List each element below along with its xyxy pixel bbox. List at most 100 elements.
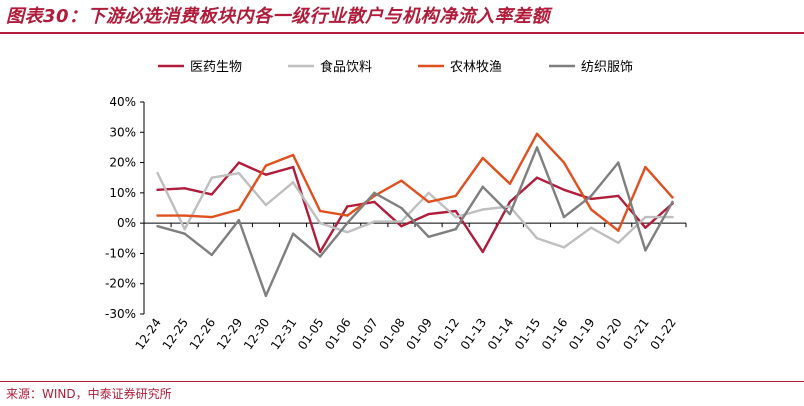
- data-point: [318, 250, 322, 254]
- data-point: [373, 200, 376, 204]
- data-point: [237, 161, 241, 164]
- data-point: [183, 228, 186, 231]
- data-point: [237, 218, 241, 222]
- legend-label: 纺织服饰: [581, 60, 633, 75]
- x-tick-label: 01-16: [539, 316, 570, 353]
- data-point: [644, 165, 647, 169]
- y-tick-label: 40%: [109, 95, 136, 109]
- x-tick-label: 01-05: [295, 316, 326, 353]
- x-tick-label: 01-07: [349, 316, 380, 353]
- x-tick-label: 12-30: [241, 316, 272, 353]
- y-tick-label: -10%: [105, 246, 136, 260]
- data-point: [562, 215, 566, 219]
- x-tick-label: 01-19: [566, 316, 597, 353]
- data-point: [617, 229, 620, 232]
- series-line-2: [156, 171, 674, 249]
- x-tick-label: 01-21: [620, 316, 651, 353]
- data-point: [454, 209, 457, 213]
- data-point: [400, 224, 403, 228]
- x-tick-label: 01-20: [593, 316, 624, 353]
- data-point: [454, 215, 457, 219]
- data-point: [291, 181, 295, 184]
- data-point: [183, 232, 186, 235]
- data-point: [400, 206, 403, 210]
- data-point: [454, 228, 457, 231]
- y-tick-label: 10%: [109, 186, 136, 200]
- data-point: [156, 188, 159, 192]
- data-point: [481, 250, 484, 254]
- data-point: [562, 161, 566, 164]
- data-point: [318, 221, 322, 225]
- data-point: [237, 171, 241, 175]
- data-point: [264, 164, 268, 167]
- data-point: [481, 156, 484, 160]
- title-divider: [0, 32, 804, 34]
- x-tick-label: 12-25: [160, 316, 191, 353]
- data-point: [346, 205, 349, 208]
- data-point: [291, 153, 295, 157]
- x-tick-label: 01-13: [458, 316, 489, 353]
- data-point: [183, 187, 186, 190]
- series-layer: [156, 132, 674, 298]
- y-tick-label: 0%: [117, 216, 136, 230]
- data-point: [427, 191, 430, 195]
- data-point: [562, 188, 566, 192]
- data-point: [644, 249, 647, 252]
- legend-label: 农林牧渔: [450, 60, 502, 75]
- data-point: [156, 171, 159, 175]
- x-tick-label: 12-26: [187, 316, 218, 353]
- y-tick-label: 20%: [109, 156, 136, 170]
- x-tick-label: 12-29: [214, 316, 245, 353]
- data-point: [562, 246, 566, 249]
- data-point: [427, 200, 430, 204]
- data-point: [535, 132, 539, 135]
- data-point: [535, 146, 539, 149]
- series-line-1: [156, 161, 674, 254]
- data-point: [291, 232, 295, 235]
- x-tick-label: 01-06: [322, 316, 353, 353]
- axes: 40%30%20%10%0%-10%-20%-30%12-2412-2512-2…: [105, 95, 687, 353]
- data-point: [671, 196, 674, 199]
- data-point: [183, 214, 186, 217]
- series-line-3: [156, 132, 674, 232]
- data-point: [427, 212, 430, 216]
- data-point: [237, 208, 241, 211]
- chart-title: 图表30：下游必选消费板块内各一级行业散户与机构净流入率差额: [6, 6, 551, 27]
- y-tick-label: -20%: [105, 277, 136, 291]
- data-point: [318, 255, 322, 258]
- data-point: [535, 237, 539, 240]
- x-tick-label: 12-31: [268, 316, 299, 353]
- data-point: [644, 226, 647, 229]
- data-point: [508, 212, 512, 216]
- legend: 医药生物 食品饮料 农林牧渔 纺织服饰: [158, 59, 633, 75]
- data-point: [264, 294, 268, 298]
- data-point: [535, 176, 539, 179]
- data-point: [617, 161, 620, 164]
- data-point: [589, 197, 593, 201]
- data-point: [210, 176, 213, 179]
- data-point: [156, 214, 159, 217]
- data-point: [400, 220, 403, 223]
- data-point: [508, 200, 512, 204]
- data-point: [210, 193, 213, 196]
- data-point: [671, 215, 674, 219]
- data-point: [210, 215, 213, 219]
- data-point: [481, 185, 484, 188]
- y-tick-label: -30%: [105, 307, 136, 321]
- data-point: [346, 214, 349, 217]
- data-point: [400, 179, 403, 182]
- data-point: [291, 165, 295, 169]
- line-chart: 医药生物 食品饮料 农林牧渔 纺织服饰 40% 30% 20% 10% 0% -10% -20% -…: [105, 59, 687, 353]
- data-point: [481, 208, 484, 211]
- x-tick-label: 01-14: [485, 316, 516, 353]
- x-tick-label: 01-08: [376, 316, 407, 353]
- data-point: [346, 231, 349, 234]
- data-point: [373, 220, 376, 223]
- data-point: [318, 209, 322, 213]
- data-point: [346, 221, 349, 225]
- x-tick-label: 01-22: [647, 316, 678, 353]
- data-point: [617, 194, 620, 198]
- data-point: [508, 205, 512, 208]
- source-divider: [0, 381, 804, 382]
- x-tick-label: 01-15: [512, 316, 543, 353]
